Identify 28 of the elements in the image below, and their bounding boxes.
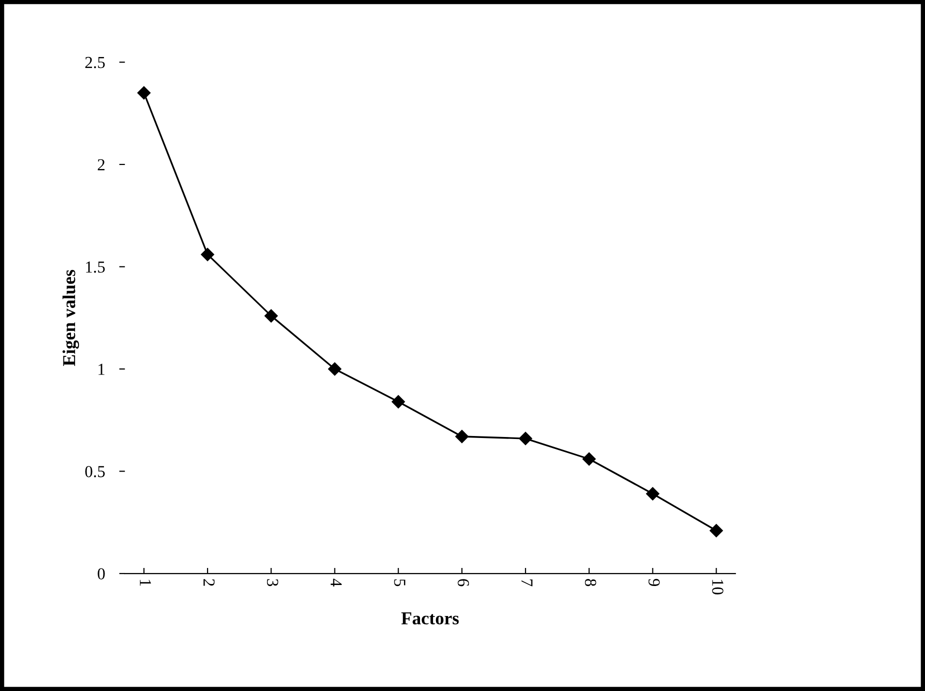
- x-tick-label: 8: [584, 579, 596, 586]
- x-tick-label: 5: [394, 579, 406, 586]
- point: [455, 430, 469, 444]
- y-axis-title: Eigen values: [62, 270, 80, 366]
- point: [328, 362, 342, 376]
- x-tick-label: 2: [204, 579, 215, 586]
- point: [518, 432, 532, 446]
- y-tick-label: 2.5: [85, 56, 105, 68]
- point: [646, 487, 660, 500]
- y-tick-label: 0.5: [85, 466, 105, 478]
- x-tick-label: 3: [266, 579, 278, 586]
- x-tick-label: 1: [140, 580, 151, 586]
- y-tick-label: 2: [98, 159, 105, 170]
- x-axis-title: Factors: [401, 612, 459, 624]
- y-tick-label: 1.5: [86, 262, 105, 273]
- y-tick-label: 1: [98, 364, 104, 375]
- x-tick-label: 7: [522, 579, 532, 586]
- x-tick-label: 4: [330, 578, 342, 586]
- point: [137, 86, 151, 100]
- y-tick-label: 0: [98, 568, 105, 580]
- x-tick-label: 6: [458, 579, 469, 586]
- x-tick-label: 9: [648, 578, 660, 586]
- point: [392, 395, 405, 408]
- point: [582, 452, 596, 466]
- point: [200, 248, 214, 262]
- x-tick-label: 10: [712, 580, 724, 594]
- point: [264, 309, 278, 322]
- point: [710, 524, 723, 538]
